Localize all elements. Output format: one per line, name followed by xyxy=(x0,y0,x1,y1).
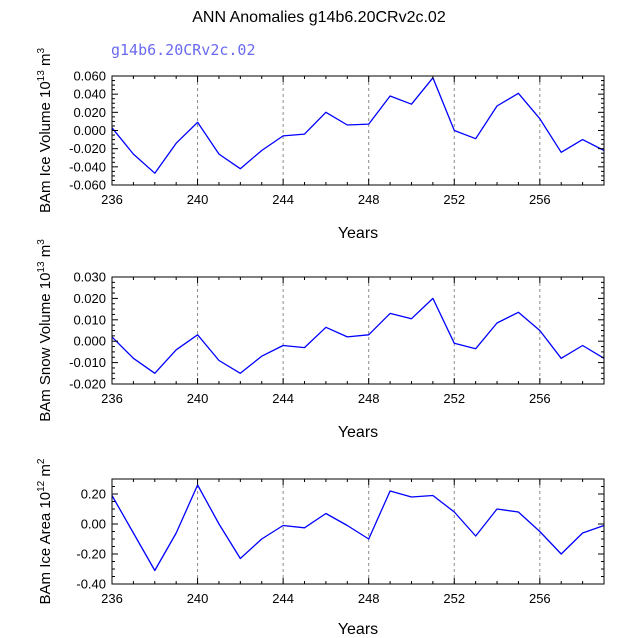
y-tick-label: 0.060 xyxy=(73,69,106,84)
y-axis-title-part: m xyxy=(37,245,54,262)
x-tick-label: 244 xyxy=(272,192,294,207)
y-tick-label: -0.20 xyxy=(76,547,106,562)
x-tick-label: 236 xyxy=(101,391,123,406)
y-axis-title-part: BAm Ice Area 10 xyxy=(37,492,54,605)
x-tick-label: 256 xyxy=(529,192,551,207)
y-axis-title: BAm Snow Volume 1013 m3 xyxy=(36,239,54,422)
y-tick-label: -0.020 xyxy=(69,377,106,392)
x-tick-label: 240 xyxy=(187,192,209,207)
y-axis-title-part: 12 xyxy=(36,480,47,492)
y-axis-title-part: m xyxy=(37,464,54,481)
y-axis-title: BAm Ice Volume 1013 m3 xyxy=(36,48,54,214)
y-axis-title-part: 13 xyxy=(36,70,47,82)
x-tick-label: 256 xyxy=(529,391,551,406)
x-tick-label: 240 xyxy=(187,591,209,606)
y-axis-title-part: 3 xyxy=(36,239,47,245)
y-tick-label: -0.40 xyxy=(76,577,106,592)
chart-title: ANN Anomalies g14b6.20CRv2c.02 xyxy=(192,9,446,26)
y-tick-label: 0.000 xyxy=(73,334,106,349)
x-tick-label: 252 xyxy=(443,391,465,406)
series-line xyxy=(111,484,605,572)
y-axis-title: BAm Ice Area 1012 m2 xyxy=(36,458,54,604)
y-axis-title-part: m xyxy=(37,54,54,71)
y-tick-label: -0.060 xyxy=(69,178,106,193)
y-tick-label: -0.010 xyxy=(69,355,106,370)
x-tick-label: 252 xyxy=(443,591,465,606)
y-axis-title-part: 13 xyxy=(36,261,47,273)
y-tick-label: 0.010 xyxy=(73,312,106,327)
y-tick-label: -0.020 xyxy=(69,141,106,156)
x-axis-title: Years xyxy=(338,225,378,242)
y-tick-label: 0.000 xyxy=(73,123,106,138)
chart-panel-ice-volume: 236 240 244 248 252 256 -0.060 -0.040 -0.020 0.00… xyxy=(36,48,605,242)
y-tick-label: 0.040 xyxy=(73,87,106,102)
x-tick-label: 240 xyxy=(187,391,209,406)
chart-subtitle: g14b6.20CRv2c.02 xyxy=(111,41,256,59)
y-tick-label: 0.020 xyxy=(73,105,106,120)
x-tick-label: 248 xyxy=(358,391,380,406)
y-axis-title-part: BAm Snow Volume 10 xyxy=(37,273,54,422)
plot-frame xyxy=(111,276,605,385)
y-tick-label: 0.030 xyxy=(73,270,106,285)
x-tick-label: 236 xyxy=(101,192,123,207)
series-line xyxy=(111,297,605,374)
y-tick-label: 0.00 xyxy=(81,517,106,532)
x-tick-label: 236 xyxy=(101,591,123,606)
x-tick-label: 248 xyxy=(358,591,380,606)
chart-panel-snow-volume: 236 240 244 248 252 256 -0.020 -0.010 0.000 0.010… xyxy=(36,239,605,441)
x-tick-label: 248 xyxy=(358,192,380,207)
y-axis-title-part: 3 xyxy=(36,48,47,54)
x-axis-title: Years xyxy=(338,621,378,638)
plot-frame xyxy=(111,75,605,186)
series-line xyxy=(111,77,605,174)
x-tick-label: 244 xyxy=(272,591,294,606)
x-tick-label: 244 xyxy=(272,391,294,406)
y-tick-label: 0.20 xyxy=(81,487,106,502)
x-tick-label: 252 xyxy=(443,192,465,207)
y-axis-title-part: 2 xyxy=(36,458,47,464)
chart-panel-ice-area: 236 240 244 248 252 256 -0.40 -0.20 0.00 0.20 Year… xyxy=(36,458,605,638)
y-axis-title-part: BAm Ice Volume 10 xyxy=(37,81,54,213)
x-axis-title: Years xyxy=(338,424,378,441)
y-tick-label: -0.040 xyxy=(69,159,106,174)
y-tick-label: 0.020 xyxy=(73,291,106,306)
x-tick-label: 256 xyxy=(529,591,551,606)
